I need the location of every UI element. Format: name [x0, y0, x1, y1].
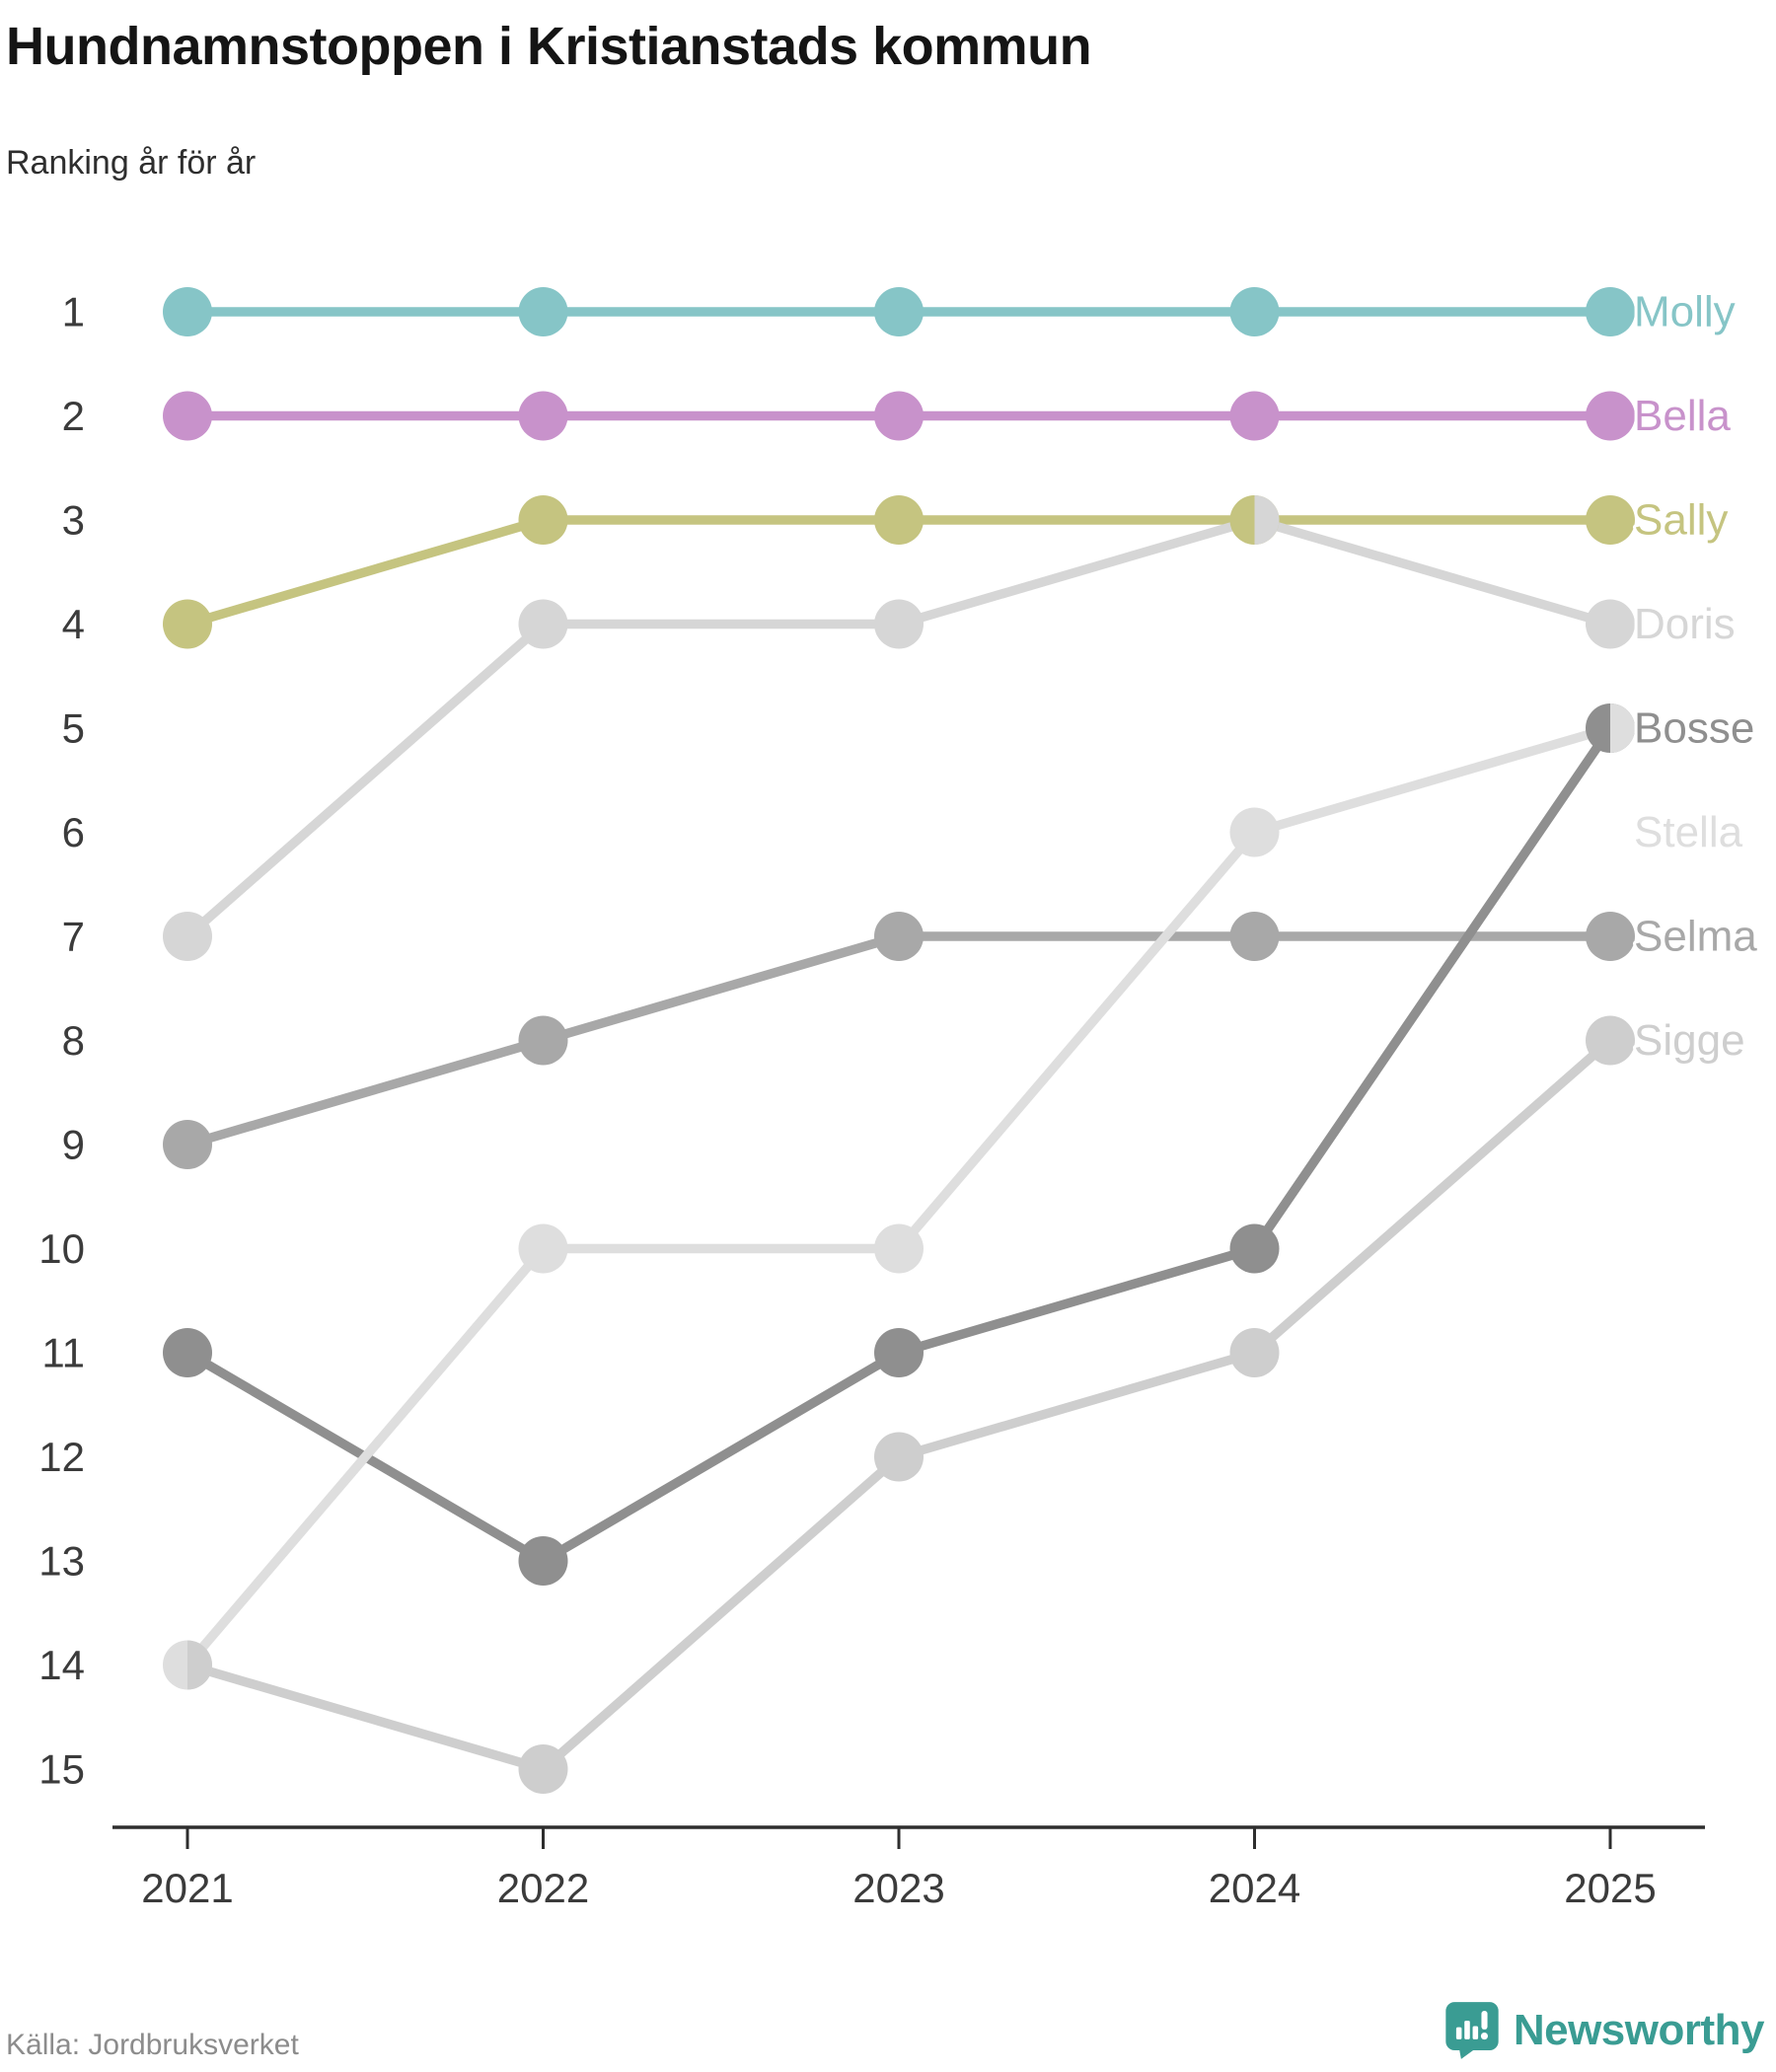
- y-axis-label-3: 3: [62, 497, 85, 544]
- data-point-bosse-2024: [1229, 1223, 1280, 1274]
- series-line-stella: [184, 723, 1612, 1668]
- chart-subtitle: Ranking år för år: [6, 144, 257, 182]
- data-point-selma-2024: [1229, 912, 1280, 961]
- exclamation-bar-icon: [1481, 2011, 1488, 2030]
- data-point-sally-2022: [518, 495, 568, 545]
- series-label-stella: Stella: [1634, 808, 1743, 856]
- data-point-molly-2022: [518, 287, 568, 336]
- data-point-bella-2023: [874, 391, 924, 441]
- y-axis-label-10: 10: [38, 1225, 85, 1272]
- y-axis-label-4: 4: [62, 601, 85, 647]
- x-axis-label-2021: 2021: [141, 1865, 233, 1911]
- series-line-doris: [184, 515, 1612, 940]
- data-point-sigge-2023: [874, 1432, 924, 1482]
- series-label-bella: Bella: [1634, 392, 1731, 440]
- series-label-sigge: Sigge: [1634, 1016, 1745, 1065]
- y-axis-label-12: 12: [38, 1434, 85, 1480]
- data-point-stella-2022: [518, 1223, 568, 1274]
- data-point-sally-2021: [163, 599, 212, 649]
- y-axis-label-2: 2: [62, 393, 85, 439]
- exclamation-dot-icon: [1480, 2033, 1488, 2040]
- data-point-molly-2025: [1586, 287, 1635, 336]
- data-point-bella-2021: [163, 391, 212, 441]
- bar-small-icon: [1455, 2027, 1462, 2039]
- data-point-bella-2025: [1586, 391, 1635, 441]
- y-axis-label-9: 9: [62, 1122, 85, 1168]
- data-point-doris-2022: [518, 599, 568, 649]
- series-label-molly: Molly: [1634, 288, 1736, 336]
- data-point-stella-2023: [874, 1223, 924, 1274]
- series-label-bosse: Bosse: [1634, 704, 1754, 753]
- data-point-doris-2025: [1586, 599, 1635, 649]
- x-axis-label-2023: 2023: [852, 1865, 944, 1911]
- data-point-doris-2021: [163, 912, 212, 961]
- data-point-selma-2023: [874, 912, 924, 961]
- data-point-bosse-2023: [874, 1328, 924, 1377]
- series-label-selma: Selma: [1634, 913, 1757, 961]
- data-point-bosse-2021: [163, 1328, 212, 1377]
- data-point-sally-2025: [1586, 495, 1635, 545]
- data-point-doris-2024: [1254, 495, 1280, 545]
- y-axis-label-13: 13: [38, 1538, 85, 1585]
- x-axis-label-2022: 2022: [497, 1865, 589, 1911]
- data-point-molly-2021: [163, 287, 212, 336]
- newsworthy-icon: [1445, 2002, 1499, 2059]
- y-axis-label-5: 5: [62, 705, 85, 752]
- data-point-sigge-2022: [518, 1744, 568, 1794]
- newsworthy-logo: Newsworthy: [1444, 2001, 1765, 2060]
- data-point-stella-2025: [1610, 703, 1635, 753]
- page-title: Hundnamnstoppen i Kristianstads kommun: [6, 17, 1092, 76]
- data-point-sigge-2021: [187, 1640, 213, 1690]
- data-point-sally-2023: [874, 495, 924, 545]
- y-axis-label-14: 14: [38, 1642, 85, 1688]
- data-point-sigge-2024: [1229, 1328, 1280, 1377]
- x-axis-label-2025: 2025: [1564, 1865, 1656, 1911]
- data-point-sigge-2025: [1586, 1015, 1635, 1066]
- bar-medium-icon: [1472, 2026, 1478, 2039]
- y-axis-label-8: 8: [62, 1017, 85, 1064]
- series-label-sally: Sally: [1634, 496, 1728, 545]
- speech-bubble-shape: [1445, 2002, 1499, 2059]
- y-axis-label-11: 11: [41, 1330, 85, 1376]
- bar-tall-icon: [1464, 2021, 1470, 2039]
- data-point-selma-2021: [163, 1120, 212, 1169]
- data-point-selma-2022: [518, 1015, 568, 1066]
- y-axis-label-1: 1: [62, 289, 85, 335]
- series-line-sigge: [185, 1036, 1614, 1775]
- y-axis-label-15: 15: [38, 1746, 85, 1793]
- y-axis-label-7: 7: [62, 914, 85, 960]
- data-point-bosse-2022: [518, 1536, 568, 1586]
- data-point-molly-2024: [1229, 287, 1280, 336]
- data-point-molly-2023: [874, 287, 924, 336]
- data-point-selma-2025: [1586, 912, 1635, 961]
- data-point-bella-2024: [1229, 391, 1280, 441]
- newsworthy-wordmark: Newsworthy: [1513, 2006, 1765, 2054]
- data-point-stella-2024: [1229, 807, 1280, 857]
- series-label-doris: Doris: [1634, 600, 1736, 648]
- x-axis-label-2024: 2024: [1209, 1865, 1300, 1911]
- source-note: Källa: Jordbruksverket: [6, 2029, 299, 2061]
- y-axis-label-6: 6: [62, 809, 85, 855]
- data-point-bella-2022: [518, 391, 568, 441]
- data-point-doris-2023: [874, 599, 924, 649]
